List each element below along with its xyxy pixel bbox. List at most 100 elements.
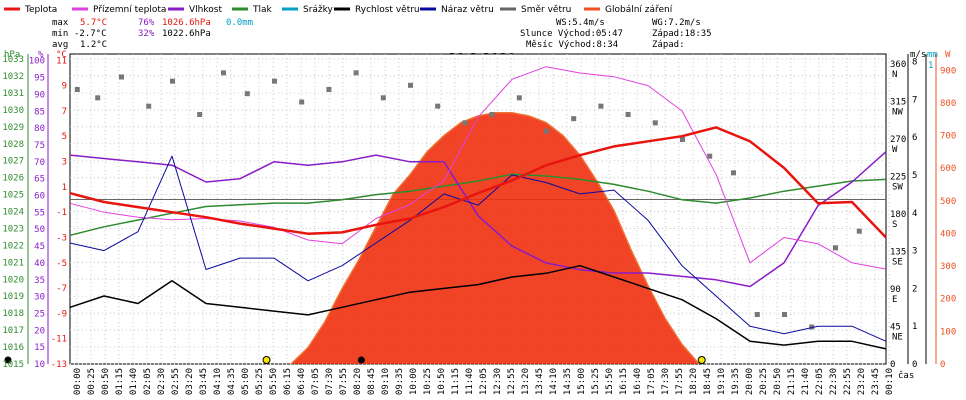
pct-tick-0: 100 (29, 57, 45, 67)
ms-tick-5: 3 (912, 247, 917, 257)
temp-tick-5: 1 (62, 183, 67, 193)
stats-min-press: 1022.6hPa (162, 29, 211, 39)
x-tick-39: 16:15 (619, 368, 629, 395)
x-tick-46: 19:10 (717, 368, 727, 395)
wind-dir-point-12 (380, 95, 386, 101)
radiation-area (291, 112, 699, 364)
info-sun: Slunce Východ:05:47 (520, 29, 623, 39)
radiation-layer (290, 111, 700, 365)
hpa-tick-5: 1028 (2, 140, 24, 150)
wind-dir-point-26 (754, 312, 760, 317)
wind-dir-point-3 (146, 103, 152, 109)
info-block: WS:5.4m/s WG:7.2m/s Slunce Východ:05:47 … (520, 18, 712, 50)
hpa-tick-7: 1026 (2, 174, 24, 184)
dir-cardinal-4: S (892, 220, 897, 230)
wind-dir-point-6 (221, 70, 226, 76)
x-tick-25: 10:25 (423, 368, 433, 395)
x-tick-21: 08:45 (367, 368, 377, 395)
hpa-tick-8: 1025 (2, 191, 24, 201)
pct-tick-7: 65 (34, 175, 45, 185)
dir-cardinal-0: N (892, 70, 897, 80)
pct-tick-12: 40 (34, 259, 45, 269)
x-tick-53: 22:05 (815, 368, 825, 395)
x-tick-4: 01:40 (129, 368, 139, 395)
wind-dir-point-9 (299, 99, 305, 105)
moonrise-marker (357, 356, 365, 364)
x-tick-19: 07:55 (339, 368, 349, 395)
x-tick-47: 19:35 (731, 368, 741, 395)
series-line-3 (69, 264, 887, 350)
axis-mm-top-tick: 1 (928, 61, 933, 71)
series-line-0 (69, 173, 887, 237)
legend: Teplota Přízemní teplota Vlhkost Tlak Srážky… (4, 5, 673, 15)
hpa-tick-3: 1030 (2, 106, 24, 116)
legend-label-8: Globální záření (605, 5, 673, 15)
pct-tick-2: 90 (34, 90, 45, 100)
legend-label-6: Náraz větru (441, 5, 494, 15)
legend-label-1: Přízemní teplota (93, 5, 166, 15)
x-tick-54: 22:30 (829, 368, 839, 395)
stats-avg-temp: 1.2°C (80, 40, 107, 50)
stats-avg-label: avg (52, 40, 68, 50)
pct-tick-15: 25 (34, 309, 45, 319)
x-tick-24: 10:00 (409, 368, 419, 395)
axis-mm-label: mm (927, 50, 938, 60)
stats-min-temp: -2.7°C (74, 29, 107, 39)
x-tick-9: 03:45 (199, 368, 209, 395)
dir-cardinal-7: NE (892, 333, 903, 343)
legend-label-0: Teplota (24, 5, 57, 15)
hpa-tick-15: 1018 (2, 309, 24, 319)
x-tick-32: 13:20 (521, 368, 531, 395)
dir-tick-7: 45 (890, 323, 901, 333)
hpa-tick-17: 1016 (2, 343, 24, 353)
info-sun-set: Západ:18:35 (652, 29, 712, 39)
wind-dir-point-16 (489, 112, 495, 117)
pct-tick-5: 75 (34, 141, 45, 151)
stats-min-label: min (52, 29, 68, 39)
temp-tick-8: -5 (56, 259, 67, 269)
pct-tick-6: 70 (34, 158, 45, 168)
temp-tick-7: -3 (56, 233, 67, 243)
temp-tick-9: -7 (56, 284, 67, 294)
hpa-tick-12: 1021 (2, 258, 24, 268)
ms-tick-1: 7 (912, 95, 917, 105)
x-tick-45: 18:45 (703, 368, 713, 395)
x-tick-37: 15:25 (591, 368, 601, 395)
stats-min-hum: 32% (138, 29, 155, 39)
wind-dir-point-0 (74, 87, 80, 92)
axis-hpa-label: hPa (4, 50, 20, 60)
x-tick-23: 09:35 (395, 368, 405, 395)
x-tick-40: 16:40 (633, 368, 643, 395)
x-tick-48: 20:00 (745, 368, 755, 395)
pct-tick-14: 30 (34, 293, 45, 303)
stats-max-press: 1026.6hPa (162, 18, 211, 28)
hpa-tick-14: 1019 (2, 292, 24, 302)
wind-dir-point-29 (833, 245, 838, 251)
x-tick-49: 20:25 (759, 368, 769, 395)
plot-area (4, 53, 890, 365)
x-tick-18: 07:30 (325, 368, 335, 395)
hpa-tick-11: 1022 (2, 241, 24, 251)
x-tick-12: 05:00 (241, 368, 251, 395)
axis-pct-label: % (38, 50, 44, 60)
wind-dir-point-18 (544, 128, 549, 134)
wind-dir-point-24 (707, 153, 713, 159)
temp-tick-2: 7 (62, 107, 67, 117)
dir-cardinal-3: SW (892, 183, 903, 193)
pct-tick-9: 55 (34, 208, 45, 218)
pct-tick-8: 60 (34, 192, 45, 202)
x-tick-57: 23:45 (871, 368, 881, 395)
hpa-tick-0: 1033 (2, 55, 24, 65)
x-tick-27: 11:15 (451, 368, 461, 395)
legend-label-7: Směr větru (521, 5, 571, 15)
temp-tick-10: -9 (56, 309, 67, 319)
wind-dir-point-8 (272, 78, 277, 84)
x-tick-22: 09:10 (381, 368, 391, 395)
pct-tick-1: 95 (34, 74, 45, 84)
x-tick-44: 18:20 (689, 368, 699, 395)
sun-moon-markers (4, 356, 706, 364)
dir-tick-0: 360 (890, 60, 906, 70)
x-tick-3: 01:15 (115, 368, 125, 395)
x-tick-17: 07:05 (311, 368, 321, 395)
rad-tick-0: 900 (940, 66, 956, 76)
